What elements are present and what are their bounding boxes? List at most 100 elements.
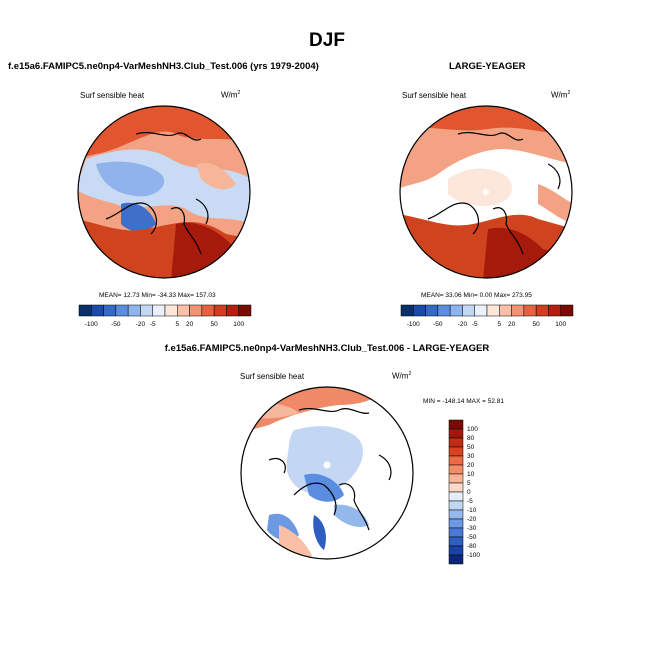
panel-3-colorbar-label: -20: [467, 516, 477, 523]
panel-2-polar-map: [399, 105, 573, 279]
panel-3-colorbar-label: -50: [467, 534, 477, 541]
panel-2-colorbar-label: 5: [497, 321, 501, 328]
panel-1-colorbar-box: [189, 304, 203, 317]
panel-2-colorbar-box: [449, 304, 463, 317]
panel-3-colorbar-box: [448, 473, 464, 484]
panel-1-polar-map: [77, 105, 251, 279]
panel-1-colorbar-label: 20: [186, 321, 194, 328]
panel-3-polar-map: [240, 386, 414, 560]
panel-2-colorbar-label: 20: [508, 321, 516, 328]
panel-2-mean-label: MEAN=: [421, 292, 444, 299]
panel-2-mean-value: 33.06: [445, 292, 462, 299]
panel-3-coastlines: [268, 407, 392, 531]
panel-1-stats: MEAN= 12.73 Min= -34.33 Max= 157.03: [99, 292, 216, 299]
panel-3-colorbar-label: 30: [467, 453, 475, 460]
panel-1-colorbar-box: [103, 304, 117, 317]
panel-1-mean-value: 12.73: [123, 292, 140, 299]
panel-2-min-label: Min=: [463, 292, 478, 299]
panel-2-map-border: [399, 105, 573, 279]
panel-2-colorbar-label: 50: [533, 321, 541, 328]
panel-2-colorbar-box: [474, 304, 488, 317]
panel-1-units: W/m2: [221, 90, 240, 100]
panel-1-colorbar-label: -20: [136, 321, 146, 328]
panel-1-colorbar-box: [201, 304, 215, 317]
panel-3-colorbar-label: 100: [467, 426, 478, 433]
panel-3-colorbar-box: [448, 509, 464, 520]
panel-1-colorbar-box: [127, 304, 141, 317]
panel-2-variable-label: Surf sensible heat: [402, 91, 467, 100]
panel-1-mean-label: MEAN=: [99, 292, 122, 299]
panel-2-colorbar-box: [400, 304, 414, 317]
figure-title: DJF: [309, 30, 345, 51]
panel-1-map-border: [77, 105, 251, 279]
panel-3-colorbar-box: [448, 446, 464, 457]
panel-3-colorbar-label: 5: [467, 480, 471, 487]
panel-2-max-label: Max=: [494, 292, 511, 299]
panel-1-colorbar-box: [226, 304, 239, 317]
panel-2-min-value: 0.00: [479, 292, 493, 299]
panel-3-colorbar-box: [448, 428, 464, 439]
panel-3-min-label: MIN =: [423, 398, 441, 405]
panel-3-colorbar-label: -100: [467, 552, 480, 559]
panel-2-colorbar-box: [535, 304, 549, 317]
panel-1-colorbar-label: 100: [233, 321, 244, 328]
panel-2-pole-marker: [483, 189, 489, 195]
panel-3-units-base: W/m: [392, 371, 409, 381]
panel-3-units: W/m2: [392, 371, 411, 381]
panel-3-colorbar-label: 20: [467, 462, 475, 469]
panel-3-max-label: MAX =: [466, 398, 486, 405]
panel-2-units-exp: 2: [567, 90, 571, 96]
panel-1-colorbar-box: [140, 304, 153, 317]
panel-3-colorbar-label: 0: [467, 489, 471, 496]
panel-3-title: f.e15a6.FAMIPC5.ne0np4-VarMeshNH3.Club_T…: [164, 343, 490, 354]
panel-1-colorbar-box: [164, 304, 178, 317]
panel-3-colorbar-label: 10: [467, 471, 475, 478]
panel-3-colorbar-label: 50: [467, 444, 475, 451]
panel-1-title: f.e15a6.FAMIPC5.ne0np4-VarMeshNH3.Club_T…: [8, 61, 319, 72]
panel-2-stats: MEAN= 33.06 Min= 0.00 Max= 273.95: [421, 292, 532, 299]
panel-1-colorbar: -100 -50 -20 -5 5 20 50 100: [78, 304, 252, 328]
panel-2-colorbar-box: [548, 304, 561, 317]
panel-1-colorbar-label: -50: [111, 321, 121, 328]
panel-2-colorbar-box: [523, 304, 537, 317]
panel-3-variable-label: Surf sensible heat: [240, 372, 305, 381]
panel-1-colorbar-box: [238, 304, 252, 317]
panel-1-variable-label: Surf sensible heat: [80, 91, 145, 100]
panel-2-colorbar: -100 -50 -20 -5 5 20 50 100: [400, 304, 574, 328]
panel-3-min-value: -148.14: [442, 398, 465, 405]
panel-1-colorbar-box: [177, 304, 190, 317]
panel-1-colorbar-label: 50: [211, 321, 219, 328]
panel-1-colorbar-label: -5: [150, 321, 156, 328]
panel-1-colorbar-box: [152, 304, 166, 317]
panel-2-title: LARGE-YEAGER: [449, 61, 526, 72]
panel-2-colorbar-label: -100: [407, 321, 420, 328]
panel-3-colorbar-label: -30: [467, 525, 477, 532]
panel-1-colorbar-box: [78, 304, 92, 317]
panel-1-field: [78, 106, 250, 278]
panel-2-colorbar-label: 100: [555, 321, 566, 328]
panel-2-max-value: 273.95: [511, 292, 532, 299]
panel-2-colorbar-box: [413, 304, 426, 317]
panel-1-max-value: 157.03: [195, 292, 216, 299]
panel-1-colorbar-box: [213, 304, 227, 317]
panel-3-colorbar-label: -5: [467, 498, 473, 505]
panel-3-colorbar-box: [448, 482, 464, 493]
panel-2-colorbar-box: [462, 304, 475, 317]
panel-3-colorbar-box: [448, 500, 464, 511]
panel-3-colorbar-box: [448, 536, 464, 547]
panel-1-colorbar-label: 5: [175, 321, 179, 328]
panel-2-colorbar-label: -50: [433, 321, 443, 328]
panel-3-colorbar-label: -10: [467, 507, 477, 514]
panel-3-colorbar-box: [448, 437, 464, 448]
panel-3-colorbar-label: -80: [467, 543, 477, 550]
panel-1-colorbar-box: [115, 304, 129, 317]
panel-2-colorbar-box: [425, 304, 439, 317]
panel-3-colorbar-box: [448, 527, 464, 538]
panel-3-max-value: 52.81: [487, 398, 504, 405]
panel-3-colorbar-box: [448, 545, 464, 556]
panel-3-map-border: [240, 386, 414, 560]
panel-2-colorbar-box: [499, 304, 512, 317]
panel-2-units-base: W/m: [551, 90, 568, 100]
panel-3-colorbar-box: [448, 518, 464, 529]
